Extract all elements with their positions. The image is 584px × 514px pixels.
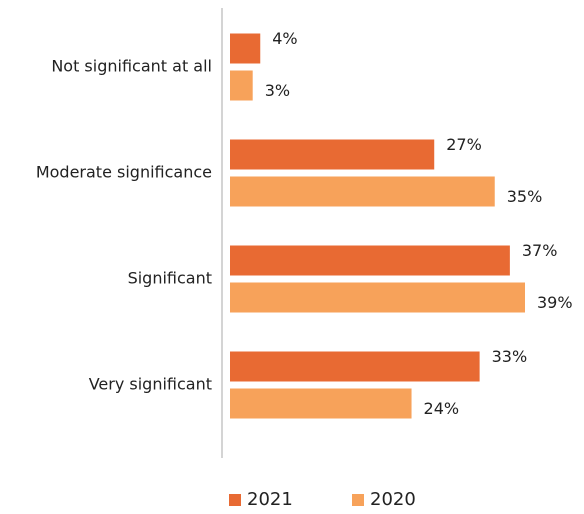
value-label: 24% xyxy=(424,399,460,418)
bar xyxy=(230,176,495,207)
bar xyxy=(230,388,412,419)
bar xyxy=(230,245,510,276)
value-label: 39% xyxy=(537,293,573,312)
bar xyxy=(230,139,435,170)
value-label: 27% xyxy=(446,135,482,154)
value-label: 33% xyxy=(492,347,528,366)
category-label: Moderate significance xyxy=(36,163,212,182)
bar xyxy=(230,351,480,382)
legend-label: 2021 xyxy=(247,489,293,510)
legend-swatch xyxy=(229,494,241,506)
category-label: Not significant at all xyxy=(51,57,212,76)
category-label: Very significant xyxy=(89,375,212,394)
bar xyxy=(230,70,253,101)
value-label: 4% xyxy=(272,29,297,48)
value-label: 35% xyxy=(507,187,543,206)
bar xyxy=(230,33,261,64)
value-label: 37% xyxy=(522,241,558,260)
bar xyxy=(230,282,525,313)
value-label: 3% xyxy=(265,81,290,100)
legend-label: 2020 xyxy=(370,489,416,510)
legend-swatch xyxy=(352,494,364,506)
category-label: Significant xyxy=(128,269,212,288)
